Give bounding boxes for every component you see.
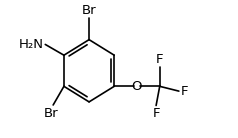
Text: F: F [152, 107, 160, 120]
Text: F: F [181, 85, 188, 98]
Text: O: O [132, 80, 142, 93]
Text: Br: Br [44, 107, 58, 120]
Text: Br: Br [82, 4, 96, 17]
Text: H₂N: H₂N [19, 38, 44, 51]
Text: F: F [156, 53, 164, 66]
